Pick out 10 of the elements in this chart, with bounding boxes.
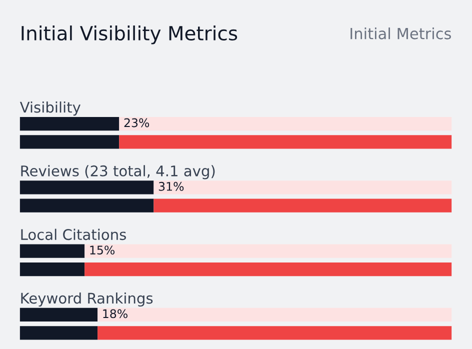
y-tick-label: Keyword Rankings <box>21 292 153 307</box>
y-tick-label: Visibility <box>20 101 80 116</box>
data-label: 23% <box>124 118 150 128</box>
y-tick-label: Reviews (23 total, 4.1 avg) <box>21 165 215 180</box>
data-label: 31% <box>158 182 184 191</box>
chart-subtitle: Initial Metrics <box>350 28 451 40</box>
data-label: 15% <box>90 246 115 255</box>
y-tick-label: Local Citations <box>21 228 126 240</box>
chart-title: Initial Visibility Metrics <box>22 25 238 44</box>
data-label: 18% <box>103 309 128 318</box>
